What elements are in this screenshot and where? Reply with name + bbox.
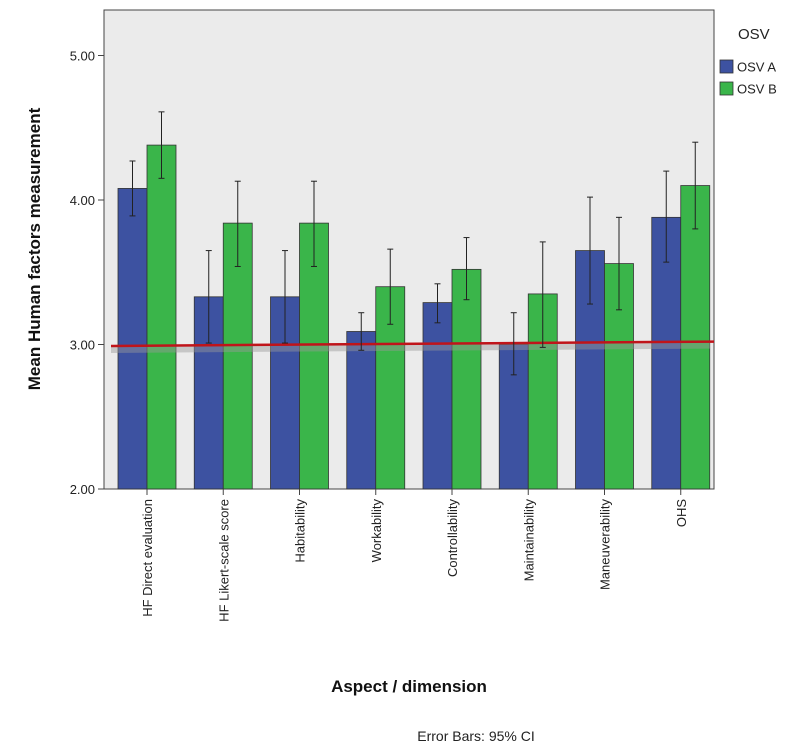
x-tick-label: Controllability: [445, 499, 460, 578]
legend-items: OSV A OSV B: [719, 59, 777, 97]
bar-osv-b: [299, 222, 329, 490]
legend-label: OSV A: [737, 60, 776, 75]
x-axis-title: Aspect / dimension: [331, 677, 487, 696]
legend-swatch: [719, 59, 734, 74]
y-tick-label: 4.00: [70, 193, 95, 208]
x-tick-label: Maintainability: [521, 499, 536, 582]
reference-line-shadow: [110, 342, 711, 353]
bar-osv-b: [527, 293, 558, 490]
bar-osv-b: [680, 185, 711, 490]
x-tick-label: HF Direct evaluation: [140, 499, 155, 617]
bar-osv-b: [375, 286, 406, 490]
bar-osv-a: [422, 302, 453, 490]
x-tick-label: Habitability: [293, 499, 308, 563]
x-axis: HF Direct evaluation HF Likert-scale scor…: [140, 489, 689, 622]
bar-osv-b: [451, 268, 482, 490]
x-tick-label: OHS: [674, 499, 689, 528]
x-tick-label: Maneuverability: [598, 499, 613, 591]
x-tick-label: HF Likert-scale score: [216, 499, 231, 622]
reference-line-group: [110, 340, 715, 353]
legend: OSV OSV A OSV B: [719, 26, 777, 97]
legend-label: OSV B: [737, 82, 777, 97]
bar-osv-a: [346, 331, 377, 490]
y-tick-label: 2.00: [70, 482, 95, 497]
bar-osv-b: [222, 222, 253, 490]
error-bars-group: [129, 111, 699, 376]
legend-title: OSV: [738, 26, 770, 43]
y-axis-title: Mean Human factors measurement: [25, 107, 44, 390]
y-tick-label: 5.00: [70, 49, 95, 64]
bar-osv-b: [146, 144, 177, 490]
y-tick-label: 3.00: [70, 338, 95, 353]
bar-osv-a: [117, 188, 148, 490]
x-tick-label: Workability: [369, 499, 384, 563]
reference-line: [110, 340, 715, 348]
legend-swatch: [719, 81, 734, 96]
error-bars-footnote: Error Bars: 95% CI: [417, 728, 534, 744]
y-axis: 2.00 3.00 4.00 5.00: [70, 49, 104, 497]
